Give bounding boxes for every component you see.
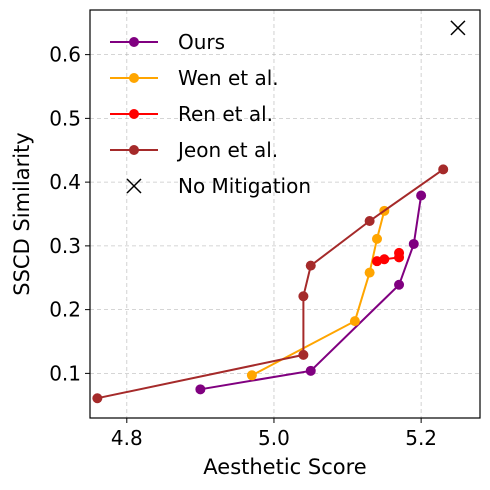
legend-marker (129, 37, 139, 47)
data-point-ours (195, 384, 206, 395)
legend-item-ren-et-al: Ren et al. (110, 102, 273, 126)
data-point-jeon-et-al (438, 164, 449, 175)
data-point-ours (416, 190, 427, 201)
series-line-wen-et-al (251, 210, 386, 377)
legend-label: No Mitigation (178, 174, 311, 198)
x-tick-label: 4.8 (111, 426, 143, 450)
series-line-ours (200, 195, 423, 391)
series-no-mitigation (450, 20, 466, 36)
legend-marker (129, 73, 139, 83)
series-ours (195, 190, 427, 395)
data-point-ours (394, 279, 405, 290)
legend-item-jeon-et-al: Jeon et al. (110, 138, 278, 162)
legend-marker (129, 109, 139, 119)
data-point-ren-et-al (379, 254, 390, 265)
data-point-wen-et-al (371, 233, 382, 244)
y-tick-label: 0.2 (49, 298, 81, 322)
data-point-ours (305, 365, 316, 376)
y-tick-label: 0.1 (49, 361, 81, 385)
data-point-wen-et-al (349, 316, 360, 327)
y-tick-label: 0.4 (49, 170, 81, 194)
grid (90, 10, 480, 418)
legend-label: Ren et al. (178, 102, 273, 126)
legend-item-ours: Ours (110, 30, 225, 54)
y-tick-label: 0.5 (49, 106, 81, 130)
data-point-jeon-et-al (364, 216, 375, 227)
plot-series (92, 20, 466, 404)
legend-item-no-mitigation: No Mitigation (126, 174, 311, 198)
data-point-jeon-et-al (92, 393, 103, 404)
data-point-wen-et-al (246, 370, 257, 381)
series-ren-et-al (371, 247, 405, 267)
data-point-ren-et-al (394, 247, 405, 258)
legend-label: Wen et al. (178, 66, 279, 90)
y-tick-label: 0.6 (49, 43, 81, 67)
legend-marker (126, 178, 142, 194)
data-point-jeon-et-al (298, 349, 309, 360)
y-axis-label: SSCD Similarity (10, 132, 34, 295)
series-line-jeon-et-al (97, 168, 444, 400)
series-wen-et-al (246, 205, 390, 381)
axis-ticks: 4.8 5.0 5.2 0.1 0.2 0.3 0.4 0.5 0.6 (49, 43, 437, 450)
y-tick-label: 0.3 (49, 234, 81, 258)
legend-label: Ours (178, 30, 225, 54)
plot-frame (89, 9, 481, 419)
data-point-jeon-et-al (305, 260, 316, 271)
legend: Ours Wen et al. Ren et al. Jeon et al. No Mi… (110, 30, 311, 198)
series-jeon-et-al (92, 164, 449, 404)
legend-marker (129, 145, 139, 155)
x-axis-label: Aesthetic Score (203, 455, 366, 479)
x-tick-label: 5.2 (405, 426, 437, 450)
data-point-wen-et-al (364, 267, 375, 278)
legend-label: Jeon et al. (176, 138, 278, 162)
data-point-jeon-et-al (298, 291, 309, 302)
legend-item-wen-et-al: Wen et al. (110, 66, 279, 90)
data-point-ours (408, 238, 419, 249)
x-tick-label: 5.0 (258, 426, 290, 450)
data-point-no-mitigation (450, 20, 466, 36)
